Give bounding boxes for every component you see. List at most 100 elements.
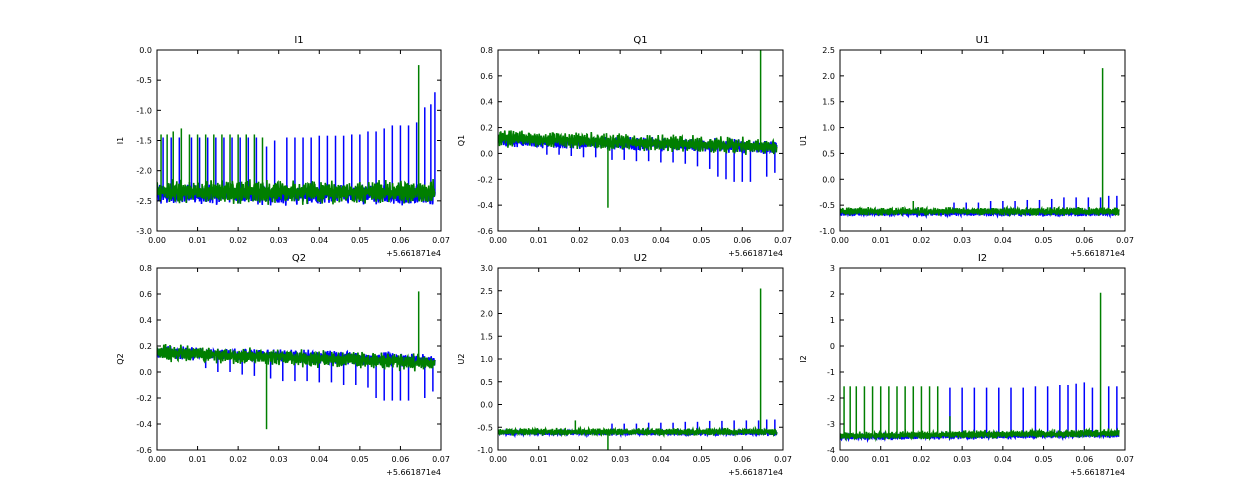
x-tick-label: 0.06: [733, 236, 751, 245]
y-tick-label: 1.5: [480, 332, 493, 341]
x-tick-label: 0.07: [1116, 455, 1134, 464]
y-tick-label: 2: [830, 290, 835, 299]
y-tick-label: 0.0: [480, 149, 493, 158]
axes-frame: [156, 267, 442, 451]
y-tick-label: 0.0: [822, 175, 835, 184]
series-line: [498, 425, 778, 439]
y-tick-label: 0.8: [139, 264, 152, 273]
y-tick-label: -0.5: [136, 76, 152, 85]
y-tick-label: -3: [827, 420, 835, 429]
x-tick-label: 0.06: [1075, 236, 1093, 245]
y-tick-label: -0.5: [477, 423, 493, 432]
series-line: [498, 130, 778, 155]
x-tick-label: 0.04: [994, 455, 1012, 464]
x-tick-label: 0.01: [872, 236, 890, 245]
y-tick-label: 0.0: [139, 46, 152, 55]
subplot-q1: 0.00 0.01 0.02 0.03 0.04 0.05 0.06 0.07 0.8 0.6 0.…: [457, 35, 792, 258]
x-offset-label: +5.661871e4: [728, 249, 783, 258]
x-offset-label: +5.661871e4: [1070, 249, 1125, 258]
x-tick-label: 0.02: [913, 236, 931, 245]
y-tick-label: 2.0: [822, 72, 835, 81]
x-tick-label: 0.00: [489, 236, 507, 245]
x-tick-label: 0.02: [913, 455, 931, 464]
x-tick-label: 0.03: [270, 455, 288, 464]
y-tick-label: -0.6: [136, 446, 152, 455]
x-tick-label: 0.04: [310, 455, 328, 464]
x-tick-label: 0.03: [953, 455, 971, 464]
x-tick-label: 0.02: [571, 455, 589, 464]
x-tick-label: 0.04: [652, 236, 670, 245]
y-tick-label: 1.0: [480, 355, 493, 364]
y-tick-label: -1.0: [136, 106, 152, 115]
y-tick-label: -0.4: [477, 201, 493, 210]
x-tick-label: 0.07: [432, 236, 450, 245]
series-line: [840, 205, 1120, 218]
x-tick-label: 0.03: [953, 236, 971, 245]
y-tick-label: -2.0: [136, 167, 152, 176]
x-tick-label: 0.01: [872, 455, 890, 464]
subplot-i1: 0.00 0.01 0.02 0.03 0.04 0.05 0.06 0.07 0.0 -0.5 -…: [116, 35, 450, 258]
series-line: [157, 343, 436, 372]
x-tick-label: 0.05: [693, 455, 711, 464]
y-tick-label: -0.2: [477, 175, 493, 184]
y-tick-label: 1.0: [822, 124, 835, 133]
x-tick-label: 0.00: [831, 236, 849, 245]
series-line: [157, 178, 436, 205]
x-tick-label: 0.04: [994, 236, 1012, 245]
x-tick-label: 0.06: [392, 455, 410, 464]
y-tick-label: -4: [827, 446, 835, 455]
x-tick-label: 0.04: [310, 236, 328, 245]
y-tick-label: -0.5: [819, 201, 835, 210]
plot-area: [157, 65, 436, 206]
axes-frame: [839, 49, 1126, 232]
subplot-title: U2: [634, 253, 648, 264]
x-tick-label: 0.06: [1075, 455, 1093, 464]
plot-area: [840, 68, 1120, 220]
x-tick-label: 0.07: [1116, 236, 1134, 245]
y-tick-label: 0: [830, 342, 835, 351]
x-tick-label: 0.02: [229, 236, 247, 245]
y-tick-label: 0.2: [480, 124, 493, 133]
y-tick-label: -1: [827, 368, 835, 377]
y-tick-label: 2.5: [480, 287, 493, 296]
y-tick-label: 3.0: [480, 264, 493, 273]
y-tick-label: -1.5: [136, 137, 152, 146]
y-tick-label: 0.5: [480, 378, 493, 387]
x-tick-label: 0.03: [611, 455, 629, 464]
y-tick-label: -0.2: [136, 394, 152, 403]
x-tick-label: 0.02: [229, 455, 247, 464]
y-axis-label: Q1: [457, 135, 466, 146]
subplot-u1: 0.00 0.01 0.02 0.03 0.04 0.05 0.06 0.07 2.5 2.0 1.…: [799, 35, 1134, 258]
y-tick-label: 0.6: [480, 72, 493, 81]
y-tick-label: -0.6: [477, 227, 493, 236]
axes-frame: [497, 49, 784, 232]
subplot-q2: 0.00 0.01 0.02 0.03 0.04 0.05 0.06 0.07 0.8 0.6 0.…: [116, 253, 450, 477]
y-tick-label: 0.8: [480, 46, 493, 55]
x-tick-label: 0.00: [831, 455, 849, 464]
y-tick-label: 0.0: [480, 401, 493, 410]
y-tick-label: 3: [830, 264, 835, 273]
y-tick-label: -0.4: [136, 420, 152, 429]
x-tick-label: 0.05: [351, 455, 369, 464]
subplot-title: Q2: [292, 253, 306, 264]
x-offset-label: +5.661871e4: [728, 468, 783, 477]
subplot-title: I1: [294, 35, 303, 46]
x-tick-label: 0.05: [351, 236, 369, 245]
y-tick-label: -1.0: [477, 446, 493, 455]
x-tick-label: 0.07: [774, 455, 792, 464]
x-tick-label: 0.06: [733, 455, 751, 464]
x-tick-label: 0.00: [489, 455, 507, 464]
plot-area: [840, 292, 1120, 444]
y-tick-label: 0.5: [822, 149, 835, 158]
y-tick-label: 0.0: [139, 368, 152, 377]
x-tick-label: 0.01: [189, 455, 207, 464]
subplot-i2: 0.00 0.01 0.02 0.03 0.04 0.05 0.06 0.07 3 2 1 0 -1 -2…: [799, 253, 1134, 477]
y-tick-label: -1.0: [819, 227, 835, 236]
plot-area: [157, 291, 436, 430]
x-tick-label: 0.07: [432, 455, 450, 464]
subplot-title: U1: [976, 35, 990, 46]
x-tick-label: 0.00: [148, 455, 166, 464]
axes-frame: [839, 267, 1126, 451]
